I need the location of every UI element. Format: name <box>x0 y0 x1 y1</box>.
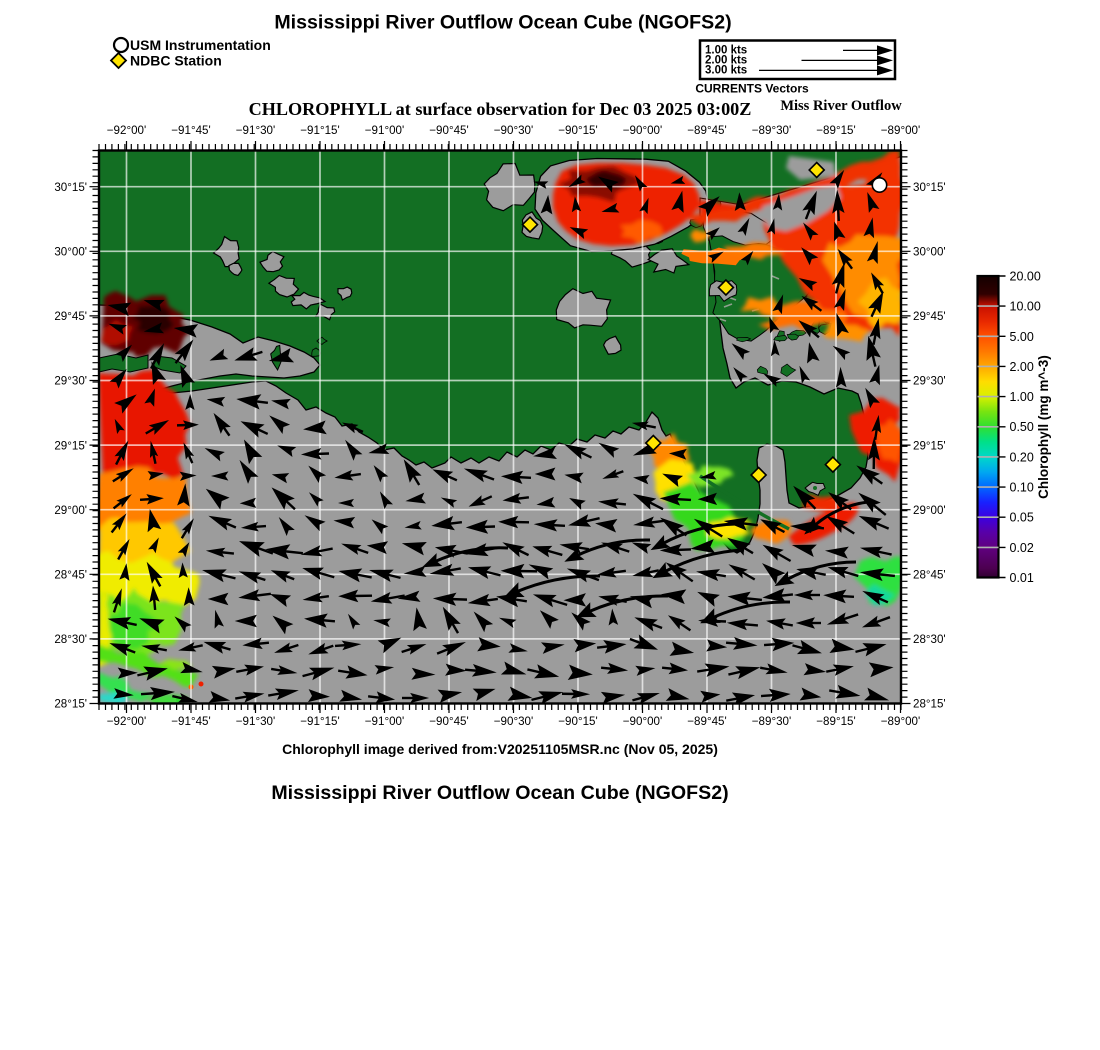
svg-text:−91°00': −91°00' <box>365 124 404 137</box>
svg-text:29°45': 29°45' <box>913 310 946 323</box>
svg-text:−91°30': −91°30' <box>236 715 275 728</box>
svg-text:20.00: 20.00 <box>1010 270 1041 284</box>
svg-text:Mississippi River Outflow Ocea: Mississippi River Outflow Ocean Cube (NG… <box>271 782 728 804</box>
svg-text:Chlorophyll (mg m^-3): Chlorophyll (mg m^-3) <box>1036 355 1051 499</box>
svg-text:Miss River Outflow: Miss River Outflow <box>780 98 902 114</box>
svg-text:−89°45': −89°45' <box>687 715 726 728</box>
svg-text:−91°45': −91°45' <box>171 124 210 137</box>
svg-text:28°45': 28°45' <box>913 569 946 582</box>
svg-text:−91°15': −91°15' <box>300 124 339 137</box>
svg-text:−89°15': −89°15' <box>816 715 855 728</box>
svg-text:29°00': 29°00' <box>54 504 87 517</box>
svg-text:USM Instrumentation: USM Instrumentation <box>130 37 271 53</box>
svg-text:−89°30': −89°30' <box>752 715 791 728</box>
svg-text:−90°15': −90°15' <box>558 124 597 137</box>
svg-text:−89°15': −89°15' <box>816 124 855 137</box>
svg-text:0.50: 0.50 <box>1010 420 1034 434</box>
svg-text:29°15': 29°15' <box>54 439 87 452</box>
svg-text:28°30': 28°30' <box>54 633 87 646</box>
svg-text:0.20: 0.20 <box>1010 450 1034 464</box>
svg-text:3.00 kts: 3.00 kts <box>705 65 747 77</box>
svg-text:29°00': 29°00' <box>913 504 946 517</box>
svg-text:30°00': 30°00' <box>913 246 946 259</box>
svg-text:30°15': 30°15' <box>913 181 946 194</box>
svg-text:Mississippi River Outflow Ocea: Mississippi River Outflow Ocean Cube (NG… <box>274 12 731 34</box>
svg-text:5.00: 5.00 <box>1010 330 1034 344</box>
svg-text:0.10: 0.10 <box>1010 481 1034 495</box>
svg-text:−91°30': −91°30' <box>236 124 275 137</box>
svg-text:NDBC Station: NDBC Station <box>130 53 222 69</box>
svg-text:2.00 kts: 2.00 kts <box>705 55 747 67</box>
svg-text:29°45': 29°45' <box>54 310 87 323</box>
svg-text:0.05: 0.05 <box>1010 511 1034 525</box>
svg-text:−92°00': −92°00' <box>107 715 146 728</box>
svg-text:1.00: 1.00 <box>1010 390 1034 404</box>
svg-text:28°45': 28°45' <box>54 569 87 582</box>
svg-text:−90°15': −90°15' <box>558 715 597 728</box>
svg-text:−90°00': −90°00' <box>623 124 662 137</box>
svg-text:−89°00': −89°00' <box>881 715 920 728</box>
svg-text:30°15': 30°15' <box>54 181 87 194</box>
svg-text:1.00 kts: 1.00 kts <box>705 45 747 57</box>
svg-text:−90°30': −90°30' <box>494 124 533 137</box>
svg-text:−89°30': −89°30' <box>752 124 791 137</box>
svg-text:0.02: 0.02 <box>1010 541 1034 555</box>
svg-text:30°00': 30°00' <box>54 246 87 259</box>
svg-text:−91°45': −91°45' <box>171 715 210 728</box>
svg-text:−91°00': −91°00' <box>365 715 404 728</box>
svg-text:−90°45': −90°45' <box>429 124 468 137</box>
svg-text:−89°00': −89°00' <box>881 124 920 137</box>
svg-text:−92°00': −92°00' <box>107 124 146 137</box>
svg-text:28°15': 28°15' <box>913 698 946 711</box>
svg-text:0.01: 0.01 <box>1010 571 1034 585</box>
svg-text:10.00: 10.00 <box>1010 300 1041 314</box>
svg-text:29°30': 29°30' <box>913 375 946 388</box>
svg-text:−91°15': −91°15' <box>300 715 339 728</box>
svg-text:28°30': 28°30' <box>913 633 946 646</box>
svg-text:29°30': 29°30' <box>54 375 87 388</box>
svg-text:CHLOROPHYLL at surface observa: CHLOROPHYLL at surface observation for D… <box>249 99 752 119</box>
svg-text:−90°45': −90°45' <box>429 715 468 728</box>
svg-text:−90°00': −90°00' <box>623 715 662 728</box>
svg-text:−89°45': −89°45' <box>687 124 726 137</box>
svg-text:−90°30': −90°30' <box>494 715 533 728</box>
svg-text:Chlorophyll image derived from: Chlorophyll image derived from:V20251105… <box>282 741 718 757</box>
svg-text:2.00: 2.00 <box>1010 360 1034 374</box>
svg-text:29°15': 29°15' <box>913 439 946 452</box>
svg-text:CURRENTS Vectors: CURRENTS Vectors <box>695 82 809 96</box>
svg-text:28°15': 28°15' <box>54 698 87 711</box>
